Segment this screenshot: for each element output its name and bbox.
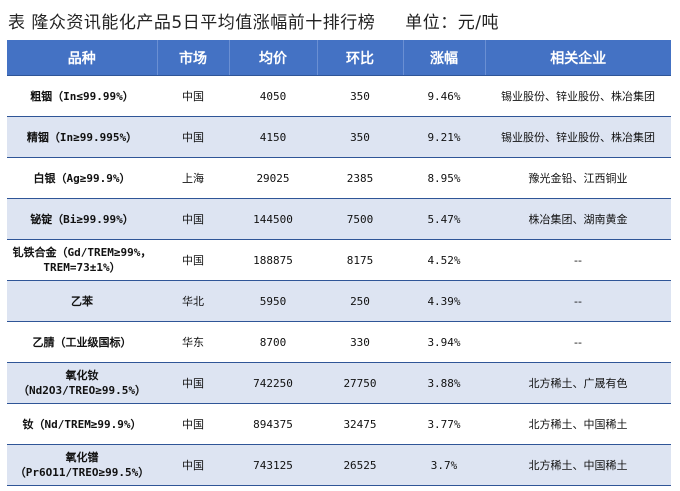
cell-pct: 9.21% [403, 116, 485, 158]
cell-companies: -- [485, 280, 671, 322]
cell-change: 8175 [317, 239, 403, 281]
table-row: 精铟（In≥99.995%） 中国 4150 350 9.21% 锡业股份、锌业… [7, 116, 671, 158]
table-row: 氧化镨（Pr6O11/TREO≥99.5%） 中国 743125 26525 3… [7, 444, 671, 486]
cell-pct: 3.88% [403, 362, 485, 404]
cell-market: 华北 [157, 280, 229, 322]
cell-pct: 3.7% [403, 444, 485, 486]
cell-companies: -- [485, 239, 671, 281]
table-row: 白银（Ag≥99.9%） 上海 29025 2385 8.95% 豫光金铅、江西… [7, 157, 671, 199]
ranking-table: 品种 市场 均价 环比 涨幅 相关企业 粗铟（In≤99.99%） 中国 405… [7, 40, 671, 486]
cell-market: 中国 [157, 403, 229, 445]
cell-companies: 北方稀土、中国稀土 [485, 444, 671, 486]
cell-avg-price: 4150 [229, 116, 317, 158]
caption-title: 表 隆众资讯能化产品5日平均值涨幅前十排行榜 [8, 13, 376, 33]
table-row: 乙腈（工业级国标） 华东 8700 330 3.94% -- [7, 321, 671, 363]
cell-variety: 白银（Ag≥99.9%） [7, 157, 157, 199]
cell-pct: 3.77% [403, 403, 485, 445]
table-row: 粗铟（In≤99.99%） 中国 4050 350 9.46% 锡业股份、锌业股… [7, 75, 671, 117]
header-variety: 品种 [7, 40, 158, 76]
cell-pct: 3.94% [403, 321, 485, 363]
header-row: 品种 市场 均价 环比 涨幅 相关企业 [7, 40, 671, 76]
cell-change: 26525 [317, 444, 403, 486]
cell-companies: 锡业股份、锌业股份、株冶集团 [485, 75, 671, 117]
cell-variety: 氧化钕（Nd2O3/TREO≥99.5%） [7, 362, 157, 404]
cell-market: 中国 [157, 116, 229, 158]
cell-companies: 豫光金铅、江西铜业 [485, 157, 671, 199]
table-row: 铋锭（Bi≥99.99%） 中国 144500 7500 5.47% 株冶集团、… [7, 198, 671, 240]
cell-pct: 8.95% [403, 157, 485, 199]
table-row: 钕（Nd/TREM≥99.9%） 中国 894375 32475 3.77% 北… [7, 403, 671, 445]
cell-variety: 粗铟（In≤99.99%） [7, 75, 157, 117]
cell-variety: 氧化镨（Pr6O11/TREO≥99.5%） [7, 444, 157, 486]
table-row: 钆铁合金（Gd/TREM≥99%，TREM=73±1%） 中国 188875 8… [7, 239, 671, 281]
cell-companies: 锡业股份、锌业股份、株冶集团 [485, 116, 671, 158]
header-market: 市场 [157, 40, 230, 76]
cell-avg-price: 29025 [229, 157, 317, 199]
cell-variety: 钆铁合金（Gd/TREM≥99%，TREM=73±1%） [7, 239, 157, 281]
cell-change: 350 [317, 75, 403, 117]
cell-companies: 北方稀土、中国稀土 [485, 403, 671, 445]
table-caption: 表 隆众资讯能化产品5日平均值涨幅前十排行榜 单位：元/吨 [8, 8, 499, 38]
cell-avg-price: 5950 [229, 280, 317, 322]
table-row: 乙苯 华北 5950 250 4.39% -- [7, 280, 671, 322]
cell-market: 中国 [157, 239, 229, 281]
cell-variety: 钕（Nd/TREM≥99.9%） [7, 403, 157, 445]
cell-market: 中国 [157, 75, 229, 117]
cell-variety: 铋锭（Bi≥99.99%） [7, 198, 157, 240]
header-pct: 涨幅 [403, 40, 486, 76]
cell-market: 中国 [157, 362, 229, 404]
cell-market: 华东 [157, 321, 229, 363]
cell-change: 250 [317, 280, 403, 322]
cell-pct: 4.39% [403, 280, 485, 322]
cell-companies: 北方稀土、广晟有色 [485, 362, 671, 404]
cell-market: 上海 [157, 157, 229, 199]
cell-avg-price: 894375 [229, 403, 317, 445]
cell-change: 330 [317, 321, 403, 363]
cell-avg-price: 8700 [229, 321, 317, 363]
header-change: 环比 [317, 40, 404, 76]
cell-avg-price: 188875 [229, 239, 317, 281]
cell-change: 2385 [317, 157, 403, 199]
cell-change: 27750 [317, 362, 403, 404]
cell-change: 7500 [317, 198, 403, 240]
cell-avg-price: 144500 [229, 198, 317, 240]
cell-companies: 株冶集团、湖南黄金 [485, 198, 671, 240]
cell-avg-price: 4050 [229, 75, 317, 117]
header-avg-price: 均价 [229, 40, 318, 76]
cell-avg-price: 743125 [229, 444, 317, 486]
cell-pct: 5.47% [403, 198, 485, 240]
cell-market: 中国 [157, 444, 229, 486]
cell-variety: 乙腈（工业级国标） [7, 321, 157, 363]
caption-unit: 单位：元/吨 [405, 13, 499, 33]
cell-change: 32475 [317, 403, 403, 445]
cell-pct: 9.46% [403, 75, 485, 117]
cell-variety: 精铟（In≥99.995%） [7, 116, 157, 158]
cell-companies: -- [485, 321, 671, 363]
cell-pct: 4.52% [403, 239, 485, 281]
cell-avg-price: 742250 [229, 362, 317, 404]
cell-variety: 乙苯 [7, 280, 157, 322]
cell-change: 350 [317, 116, 403, 158]
cell-market: 中国 [157, 198, 229, 240]
table-row: 氧化钕（Nd2O3/TREO≥99.5%） 中国 742250 27750 3.… [7, 362, 671, 404]
header-companies: 相关企业 [485, 40, 671, 76]
